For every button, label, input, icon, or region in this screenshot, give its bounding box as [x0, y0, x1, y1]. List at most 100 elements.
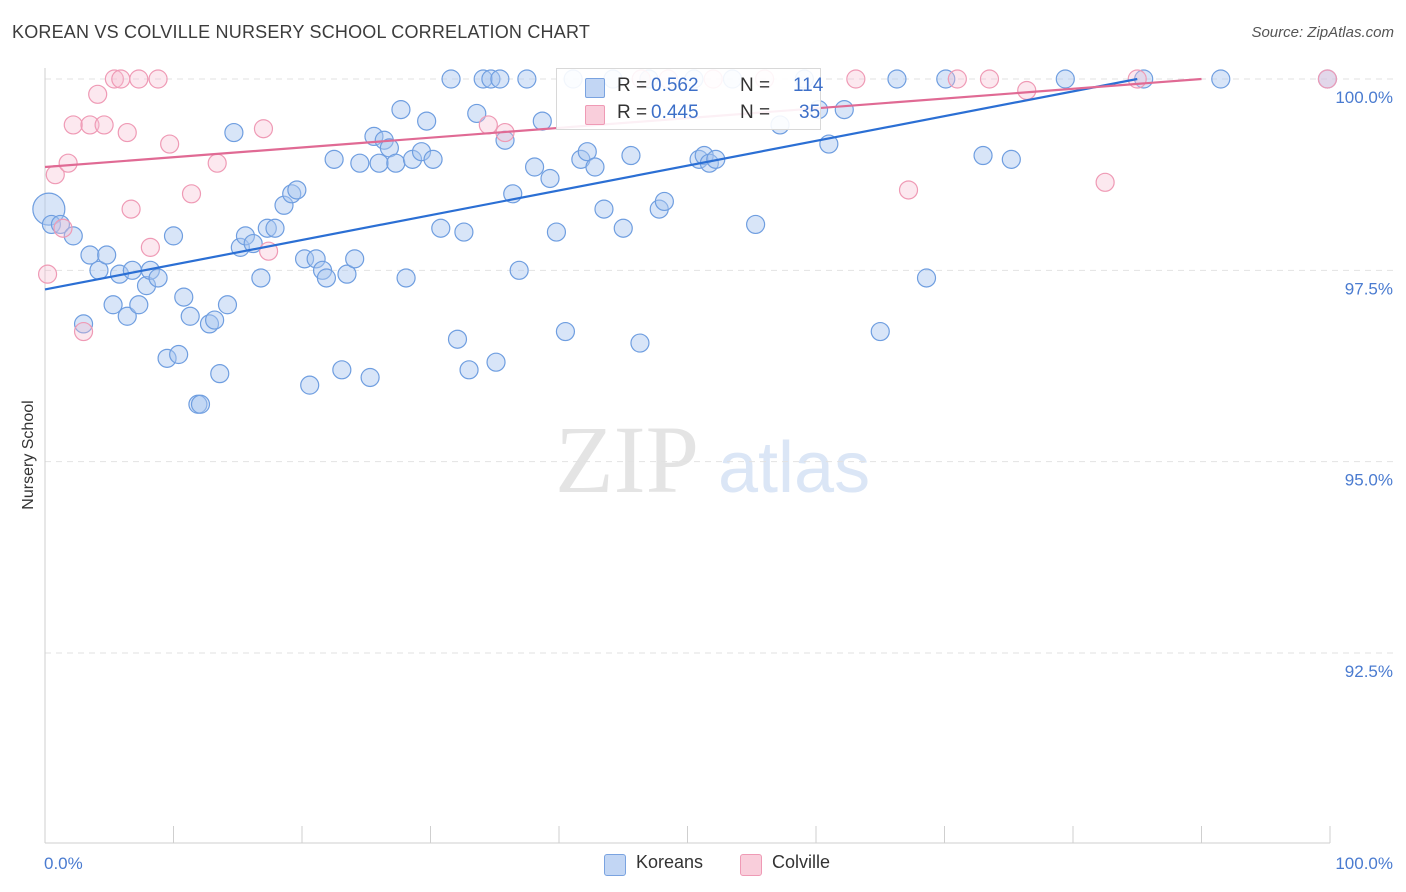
- koreans-r-label: R =: [617, 75, 648, 96]
- axes: [44, 68, 1331, 844]
- colville-point: [140, 237, 160, 257]
- koreans-point: [306, 249, 326, 269]
- colville-point: [63, 115, 83, 135]
- colville-point: [94, 115, 114, 135]
- colville-point: [207, 153, 227, 173]
- koreans-point: [199, 314, 220, 334]
- koreans-point: [300, 375, 320, 395]
- colville-point: [104, 69, 124, 89]
- koreans-point: [555, 321, 576, 342]
- colville-point: [478, 115, 498, 135]
- koreans-point: [577, 142, 597, 162]
- koreans-point: [423, 149, 443, 169]
- colville-point: [53, 218, 73, 238]
- koreans-point: [63, 226, 83, 246]
- koreans-point: [316, 268, 337, 288]
- koreans-point: [224, 122, 244, 143]
- koreans-point: [834, 100, 854, 120]
- colville-point: [129, 69, 149, 89]
- koreans-point: [386, 153, 406, 173]
- koreans-point: [396, 268, 416, 288]
- colville-point: [979, 69, 1000, 89]
- colville-point: [148, 69, 168, 89]
- koreans-point: [490, 69, 510, 89]
- koreans-point: [369, 153, 389, 173]
- colville-point: [37, 264, 58, 284]
- koreans-point: [157, 348, 177, 368]
- colville-point: [80, 115, 100, 135]
- colville-swatch: [585, 105, 605, 125]
- colville-point: [846, 69, 866, 89]
- koreans-point: [332, 360, 352, 380]
- x-tick-label-end: 100.0%: [1335, 854, 1393, 873]
- koreans-point: [174, 287, 194, 307]
- koreans-point: [265, 218, 285, 238]
- colville-legend-swatch: [740, 854, 762, 876]
- koreans-point: [417, 111, 437, 131]
- koreans-point: [916, 268, 937, 288]
- koreans-point: [973, 145, 993, 166]
- x-tick-label-start: 0.0%: [44, 854, 83, 873]
- koreans-point: [473, 69, 493, 89]
- koreans-point: [205, 310, 225, 330]
- koreans-point: [1001, 149, 1021, 169]
- koreans-n-label: N =: [740, 75, 771, 96]
- koreans-point: [654, 191, 674, 212]
- stats-legend: R = 0.562 N = 114 R = 0.445 N = 35: [556, 68, 823, 130]
- watermark-atlas: atlas: [718, 428, 870, 508]
- koreans-point: [282, 184, 302, 204]
- koreans-point: [80, 245, 100, 265]
- koreans-point: [136, 276, 157, 296]
- koreans-point: [459, 360, 479, 380]
- koreans-point: [73, 314, 94, 334]
- koreans-point: [532, 111, 552, 131]
- koreans-point: [287, 180, 307, 200]
- koreans-point: [217, 295, 238, 315]
- koreans-point: [391, 100, 411, 120]
- colville-point: [947, 69, 967, 89]
- koreans-point: [294, 249, 315, 269]
- koreans-points: [32, 69, 1338, 414]
- koreans-point: [594, 199, 614, 219]
- watermark: ZIP atlas: [555, 406, 870, 513]
- koreans-point: [360, 367, 380, 388]
- koreans-point: [509, 260, 529, 280]
- colville-point: [121, 199, 141, 219]
- koreans-point: [613, 218, 633, 238]
- y-tick-label: 100.0%: [1335, 88, 1393, 107]
- koreans-point: [1211, 69, 1231, 89]
- koreans-point: [180, 306, 200, 326]
- colville-point: [898, 180, 919, 200]
- colville-point: [58, 153, 78, 173]
- koreans-point: [746, 214, 766, 235]
- colville-r-label: R =: [617, 102, 648, 123]
- koreans-point: [936, 69, 956, 89]
- colville-point: [73, 321, 94, 342]
- koreans-point: [117, 306, 137, 326]
- koreans-point: [411, 142, 432, 162]
- koreans-point: [467, 103, 487, 124]
- koreans-r-value: 0.562: [651, 75, 699, 96]
- koreans-point: [337, 264, 357, 284]
- koreans-point: [447, 329, 468, 349]
- koreans-trend-line: [44, 77, 1138, 291]
- koreans-point: [431, 218, 451, 238]
- colville-point: [1017, 80, 1037, 101]
- koreans-point: [524, 157, 545, 177]
- koreans-point: [1055, 69, 1075, 89]
- koreans-point: [454, 222, 474, 242]
- koreans-point: [163, 226, 184, 246]
- gridlines: [45, 78, 1396, 654]
- koreans-point: [517, 69, 537, 89]
- colville-point: [181, 184, 202, 204]
- colville-n-value: 35: [799, 102, 821, 123]
- watermark-zip: ZIP: [555, 406, 699, 513]
- koreans-point: [129, 295, 149, 315]
- koreans-point: [235, 226, 256, 246]
- koreans-point: [870, 321, 890, 342]
- koreans-point: [274, 195, 294, 215]
- koreans-point: [630, 333, 650, 353]
- koreans-point: [486, 352, 506, 372]
- koreans-point: [887, 69, 907, 89]
